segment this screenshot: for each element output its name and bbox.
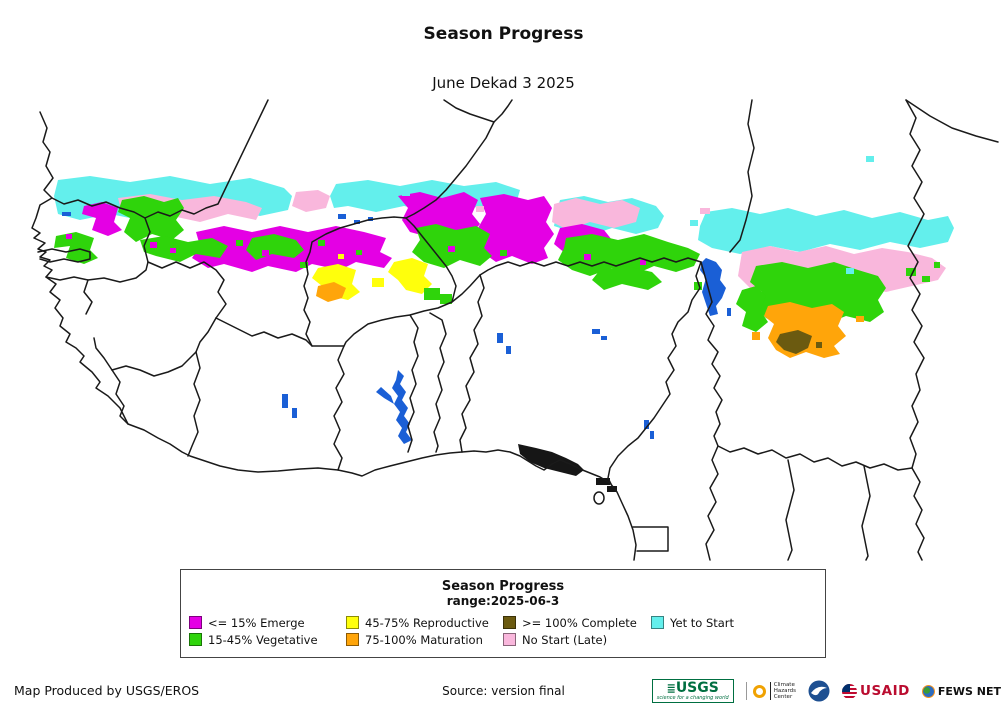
yet-to-start-swatch [651,616,664,629]
climate-hazards-center-logo: Climate Hazards Center [745,681,796,701]
footer-logos: ≣USGS science for a changing world Clima… [651,672,1001,710]
legend-label: >= 100% Complete [522,615,637,630]
chc-line: Center [773,694,793,701]
legend-label: 15-45% Vegetative [208,632,318,647]
lake-chad [700,258,726,316]
coastline [31,111,637,561]
fewsnet-globe-icon [921,684,935,698]
legend-range: range:2025-06-3 [446,594,560,608]
usgs-tagline: science for a changing world [656,695,729,701]
bioko-island [593,491,605,505]
source-note: Source: version final [442,684,565,698]
usaid-flag-icon [841,683,857,699]
usgs-wave-icon: ≣ [666,682,676,695]
niger-delta-patch [518,444,584,476]
country-borders [31,99,999,561]
legend-label: <= 15% Emerge [208,615,305,630]
legend-item-no-start: No Start (Late) [503,632,651,647]
vegetative-swatch [189,633,202,646]
no-start-swatch [503,633,516,646]
usaid-logo: USAID [841,683,910,699]
usgs-wordmark: USGS [675,680,719,696]
raster-noise-layer [66,156,880,304]
legend-item-yet-to-start: Yet to Start [651,615,825,630]
maturation-swatch [346,633,359,646]
usgs-logo: ≣USGS science for a changing world [651,679,734,703]
page-title: Season Progress [423,24,584,44]
produced-by-note: Map Produced by USGS/EROS [14,683,200,698]
legend-grid: <= 15% Emerge 45-75% Reproductive >= 100… [189,615,825,647]
legend-title: Season Progress [441,579,565,594]
legend-item-reproductive: 45-75% Reproductive [346,615,503,630]
legend-item-maturation: 75-100% Maturation [346,632,503,647]
complete-swatch [503,616,516,629]
lake-volta-branch [376,387,394,404]
legend-label: 45-75% Reproductive [365,615,489,630]
noaa-logo [808,680,830,702]
legend-item-empty [651,632,825,647]
page-subtitle: June Dekad 3 2025 [432,74,575,92]
raster-layer [54,176,954,358]
chc-line: Hazards [773,687,796,694]
reproductive-swatch [346,616,359,629]
legend-item-emerge: <= 15% Emerge [189,615,346,630]
legend-label: 75-100% Maturation [365,632,483,647]
emerge-swatch [189,616,202,629]
legend-label: Yet to Start [670,615,735,630]
legend-box: Season Progress range:2025-06-3 <= 15% E… [180,569,826,658]
water-layer [62,212,731,444]
dark-coast-layer [518,444,617,492]
legend-item-vegetative: 15-45% Vegetative [189,632,346,647]
chc-ring-icon [752,684,766,698]
legend-item-complete: >= 100% Complete [503,615,651,630]
fewsnet-wordmark: FEWS NET [937,684,1001,698]
usaid-wordmark: USAID [859,683,910,699]
chc-line: Climate [773,681,795,688]
legend-label: No Start (Late) [522,632,608,647]
lake-volta [392,370,412,444]
fewsnet-logo: FEWS NET [921,684,1001,698]
